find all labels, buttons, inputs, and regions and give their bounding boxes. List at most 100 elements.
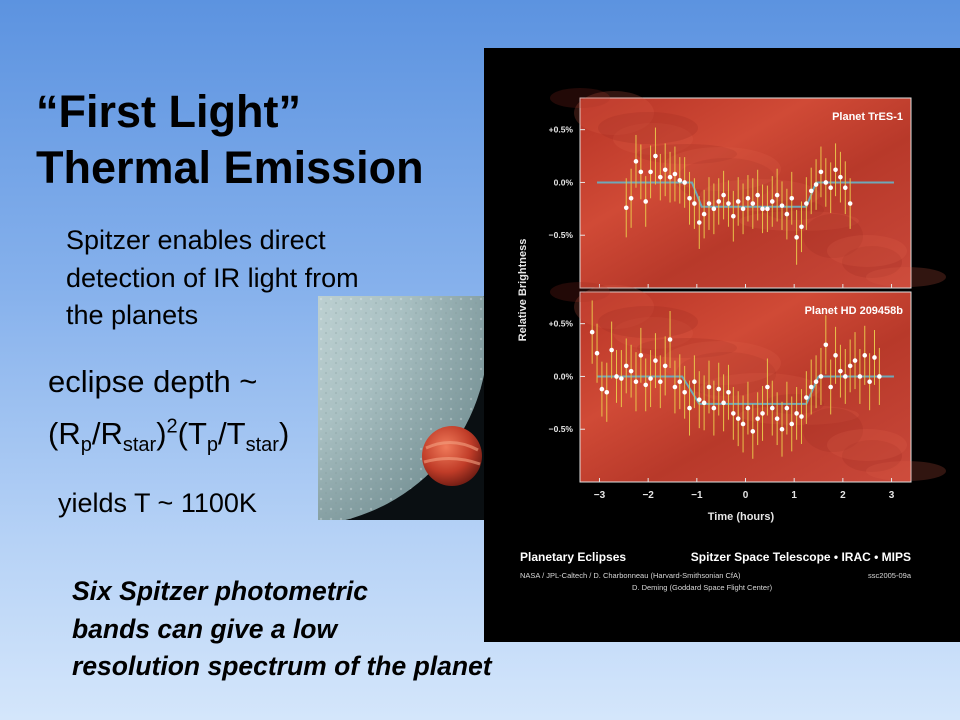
data-point	[677, 379, 683, 385]
data-point	[799, 224, 804, 230]
data-point	[653, 358, 658, 363]
caption-title: Planetary Eclipses	[520, 550, 626, 564]
data-point	[774, 192, 780, 198]
data-point	[755, 192, 760, 198]
data-point	[706, 384, 712, 390]
y-tick-label: −0.5%	[549, 230, 574, 240]
data-point	[808, 384, 814, 390]
data-point	[813, 182, 819, 187]
panel-texture	[739, 405, 859, 425]
data-point	[872, 355, 877, 360]
panel-texture	[550, 282, 610, 302]
panel-texture	[574, 91, 654, 135]
data-point	[643, 199, 649, 204]
data-point	[687, 405, 692, 411]
data-point	[682, 389, 687, 395]
data-point	[740, 206, 746, 212]
panel-texture	[598, 112, 698, 144]
data-point	[658, 174, 663, 180]
formula-exponent: 2	[166, 415, 178, 438]
data-point	[638, 353, 644, 358]
data-point	[833, 353, 838, 358]
slide-title-line-1: “First Light”	[36, 86, 301, 137]
planet-disc	[422, 426, 482, 486]
star-planet-illustration	[318, 296, 488, 520]
data-point	[842, 374, 848, 379]
data-point	[667, 337, 673, 342]
data-point	[750, 201, 756, 206]
data-point	[862, 353, 868, 358]
data-point	[711, 405, 717, 411]
data-point	[823, 342, 829, 348]
data-point	[838, 368, 843, 374]
data-point	[609, 347, 614, 353]
data-point	[818, 169, 824, 175]
data-point	[648, 169, 653, 175]
data-point	[619, 376, 624, 381]
x-tick-label: −3	[594, 490, 606, 501]
conclusion-line-3: resolution spectrum of the planet	[72, 651, 492, 681]
data-point	[833, 167, 838, 173]
model-eclipse-curve	[597, 181, 894, 208]
data-point	[784, 405, 790, 411]
panel-texture	[550, 88, 610, 108]
formula-sub-star: star	[122, 434, 157, 457]
panel-texture	[842, 246, 902, 278]
conclusion-line-1: Six Spitzer photometric	[72, 576, 368, 606]
data-point	[750, 429, 756, 434]
x-tick-label: 1	[791, 490, 797, 501]
data-point	[701, 400, 707, 406]
spitzer-eclipse-figure: Relative Brightness +0.5% 0.0% −0.5% Planet…	[484, 48, 960, 642]
data-point	[765, 384, 770, 390]
data-point	[614, 374, 619, 379]
eclipse-light-curves-chart: Relative Brightness +0.5% 0.0% −0.5% Planet…	[517, 88, 946, 592]
credit-line-2: D. Deming (Goddard Space Flight Center)	[632, 583, 773, 592]
y-tick-label: +0.5%	[549, 125, 574, 135]
data-point	[877, 374, 882, 379]
data-point	[653, 153, 658, 159]
data-point	[628, 195, 634, 201]
conclusion-line-2: bands can give a low	[72, 613, 338, 644]
formula-t-planet: T	[187, 416, 207, 451]
formula-sub-p: p	[80, 434, 92, 457]
data-point	[643, 382, 649, 388]
data-point	[804, 395, 809, 400]
y-axis-label: Relative Brightness	[517, 239, 529, 342]
data-point	[648, 376, 653, 381]
data-point	[604, 389, 610, 395]
data-point	[667, 174, 673, 180]
panel-background	[579, 97, 912, 289]
x-tick-label: −2	[642, 490, 654, 501]
panel-background	[579, 291, 912, 483]
x-axis-label: Time (hours)	[708, 511, 775, 523]
panel-texture	[827, 235, 907, 267]
data-point	[696, 397, 702, 402]
panel-texture	[803, 214, 863, 258]
data-point	[838, 174, 843, 180]
y-tick-label: −0.5%	[549, 424, 574, 434]
data-point	[842, 185, 848, 191]
panel-label: Planet HD 209458b	[805, 305, 904, 317]
data-point	[789, 195, 795, 201]
data-point	[745, 195, 751, 201]
data-point	[594, 350, 600, 356]
data-point	[716, 386, 722, 392]
data-point	[779, 203, 785, 208]
data-point	[735, 199, 741, 204]
data-point	[794, 411, 799, 416]
x-tick-label: 3	[889, 490, 895, 501]
caption-mission: Spitzer Space Telescope • IRAC • MIPS	[691, 550, 911, 564]
formula-t-star: T	[226, 416, 246, 451]
data-point	[677, 178, 683, 183]
data-point	[847, 363, 853, 369]
data-point	[823, 180, 829, 185]
data-point	[726, 201, 731, 206]
data-point	[760, 411, 765, 416]
data-point	[794, 235, 799, 240]
panel-texture	[637, 338, 737, 358]
formula-r-planet: R	[58, 416, 81, 451]
panel-texture	[598, 306, 698, 338]
intro-line-2: detection of IR light from	[66, 262, 359, 293]
data-point	[774, 416, 780, 421]
data-point	[799, 414, 804, 419]
